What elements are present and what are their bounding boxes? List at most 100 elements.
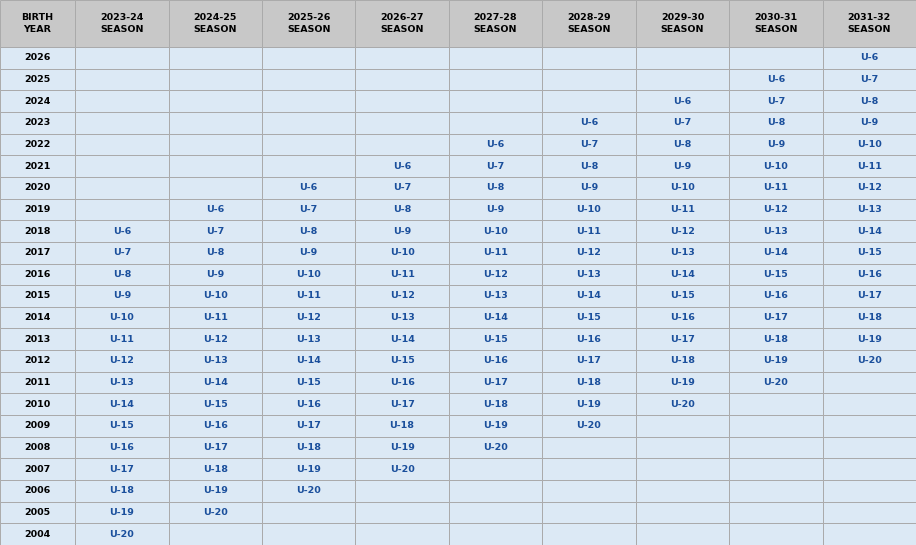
Bar xyxy=(542,350,636,372)
Text: U-16: U-16 xyxy=(109,443,135,452)
Bar xyxy=(0,415,75,437)
Bar xyxy=(636,393,729,415)
Bar xyxy=(75,415,169,437)
Bar xyxy=(542,69,636,90)
Bar xyxy=(729,502,823,523)
Text: U-7: U-7 xyxy=(673,118,692,128)
Text: U-7: U-7 xyxy=(580,140,598,149)
Bar xyxy=(169,458,262,480)
Bar xyxy=(0,47,75,69)
Bar xyxy=(169,155,262,177)
Bar xyxy=(355,307,449,329)
Text: U-8: U-8 xyxy=(113,270,131,279)
Bar xyxy=(75,329,169,350)
Bar xyxy=(449,393,542,415)
Bar xyxy=(0,458,75,480)
Text: U-18: U-18 xyxy=(109,486,135,495)
Bar xyxy=(449,437,542,458)
Text: U-14: U-14 xyxy=(576,292,602,300)
Text: U-8: U-8 xyxy=(486,183,505,192)
Bar xyxy=(355,480,449,502)
Text: U-10: U-10 xyxy=(389,248,415,257)
Bar xyxy=(0,523,75,545)
Bar xyxy=(75,177,169,198)
Bar xyxy=(169,350,262,372)
Bar xyxy=(0,393,75,415)
Text: U-6: U-6 xyxy=(580,118,598,128)
Bar xyxy=(0,90,75,112)
Text: U-15: U-15 xyxy=(109,421,135,431)
Bar xyxy=(542,372,636,393)
Text: U-20: U-20 xyxy=(296,486,322,495)
Bar xyxy=(169,220,262,242)
Text: U-18: U-18 xyxy=(483,400,508,409)
Bar xyxy=(542,415,636,437)
Text: U-19: U-19 xyxy=(856,335,882,344)
Text: U-14: U-14 xyxy=(296,356,322,366)
Bar xyxy=(542,134,636,155)
Bar xyxy=(636,69,729,90)
Bar xyxy=(355,198,449,220)
Text: 2013: 2013 xyxy=(25,335,50,344)
Bar xyxy=(262,285,355,307)
Text: U-15: U-15 xyxy=(202,400,228,409)
Text: U-10: U-10 xyxy=(109,313,135,322)
Bar xyxy=(823,415,916,437)
Bar xyxy=(636,523,729,545)
Bar xyxy=(355,502,449,523)
Text: U-14: U-14 xyxy=(483,313,508,322)
Bar xyxy=(729,134,823,155)
Bar xyxy=(449,112,542,134)
Bar xyxy=(262,90,355,112)
Text: U-19: U-19 xyxy=(296,465,322,474)
Bar xyxy=(75,220,169,242)
Bar xyxy=(449,69,542,90)
Bar xyxy=(636,134,729,155)
Bar xyxy=(542,480,636,502)
Text: U-12: U-12 xyxy=(483,270,508,279)
Bar xyxy=(729,329,823,350)
Text: U-14: U-14 xyxy=(109,400,135,409)
Text: U-15: U-15 xyxy=(296,378,322,387)
Text: U-17: U-17 xyxy=(296,421,322,431)
Text: 2015: 2015 xyxy=(25,292,50,300)
Text: U-12: U-12 xyxy=(109,356,135,366)
Text: U-16: U-16 xyxy=(483,356,508,366)
Bar xyxy=(449,458,542,480)
Bar xyxy=(355,155,449,177)
Bar xyxy=(636,0,729,47)
Bar xyxy=(823,0,916,47)
Text: U-18: U-18 xyxy=(202,465,228,474)
Text: BIRTH
YEAR: BIRTH YEAR xyxy=(21,14,54,34)
Text: 2031-32
SEASON: 2031-32 SEASON xyxy=(847,14,891,34)
Bar xyxy=(729,523,823,545)
Bar xyxy=(729,264,823,285)
Bar xyxy=(355,415,449,437)
Text: U-7: U-7 xyxy=(113,248,131,257)
Text: U-16: U-16 xyxy=(389,378,415,387)
Bar xyxy=(542,47,636,69)
Text: U-15: U-15 xyxy=(576,313,602,322)
Bar xyxy=(0,112,75,134)
Bar xyxy=(636,90,729,112)
Bar xyxy=(449,502,542,523)
Text: U-13: U-13 xyxy=(856,205,882,214)
Bar xyxy=(0,285,75,307)
Text: 2025-26
SEASON: 2025-26 SEASON xyxy=(287,14,331,34)
Bar xyxy=(823,329,916,350)
Text: U-16: U-16 xyxy=(856,270,882,279)
Text: 2011: 2011 xyxy=(25,378,50,387)
Text: U-7: U-7 xyxy=(206,227,224,235)
Bar xyxy=(823,198,916,220)
Bar xyxy=(542,329,636,350)
Bar xyxy=(636,307,729,329)
Bar xyxy=(449,307,542,329)
Bar xyxy=(355,372,449,393)
Bar xyxy=(355,220,449,242)
Bar xyxy=(729,198,823,220)
Text: U-11: U-11 xyxy=(109,335,135,344)
Text: 2021: 2021 xyxy=(25,161,50,171)
Text: 2027-28
SEASON: 2027-28 SEASON xyxy=(474,14,518,34)
Text: U-11: U-11 xyxy=(389,270,415,279)
Bar xyxy=(823,242,916,264)
